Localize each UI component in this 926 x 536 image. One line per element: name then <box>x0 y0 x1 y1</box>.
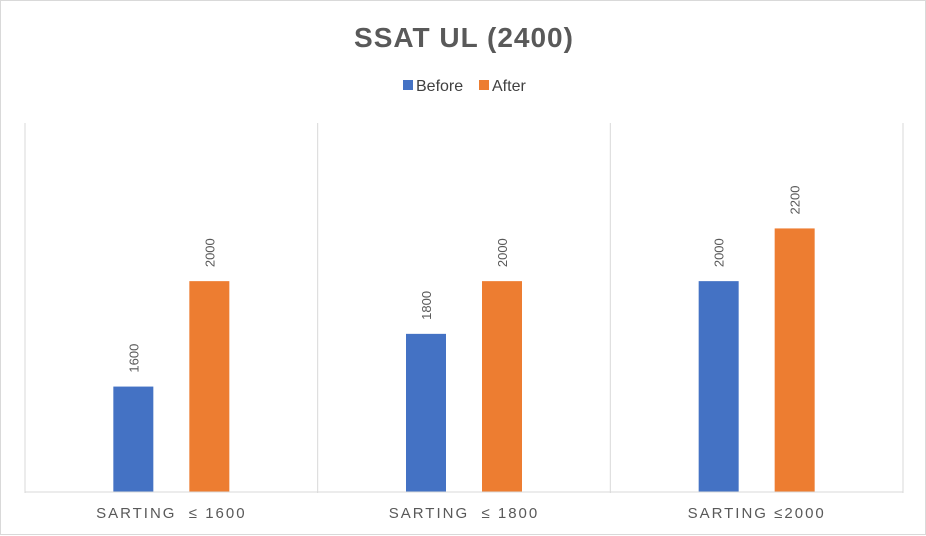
legend-swatch-after <box>479 80 489 90</box>
chart-title: SSAT UL (2400) <box>354 22 574 53</box>
legend-swatch-before <box>403 80 413 90</box>
category-label: SARTING ≤ 1800 <box>389 505 540 522</box>
legend-label-after: After <box>492 78 526 95</box>
data-label: 2200 <box>788 186 803 215</box>
data-label: 2000 <box>202 238 217 267</box>
category-label: SARTING ≤2000 <box>688 505 826 522</box>
bars <box>113 228 815 492</box>
bar-after <box>774 228 815 492</box>
bar-before <box>113 386 154 492</box>
data-label: 1600 <box>126 344 141 373</box>
bar-before <box>406 333 446 492</box>
data-label: 1800 <box>419 291 434 320</box>
category-separators <box>24 123 904 493</box>
data-label: 2000 <box>712 238 727 267</box>
data-labels: 1600 2000 1800 2000 2000 2200 <box>126 186 802 373</box>
category-labels: SARTING ≤ 1600 SARTING ≤ 1800 SARTING ≤200… <box>96 505 826 522</box>
legend: Before After <box>403 78 526 95</box>
bar-before <box>698 281 739 492</box>
legend-label-before: Before <box>416 78 463 95</box>
category-label: SARTING ≤ 1600 <box>96 505 247 522</box>
bar-after <box>482 281 522 492</box>
bar-after <box>189 281 230 492</box>
data-label: 2000 <box>495 238 510 267</box>
